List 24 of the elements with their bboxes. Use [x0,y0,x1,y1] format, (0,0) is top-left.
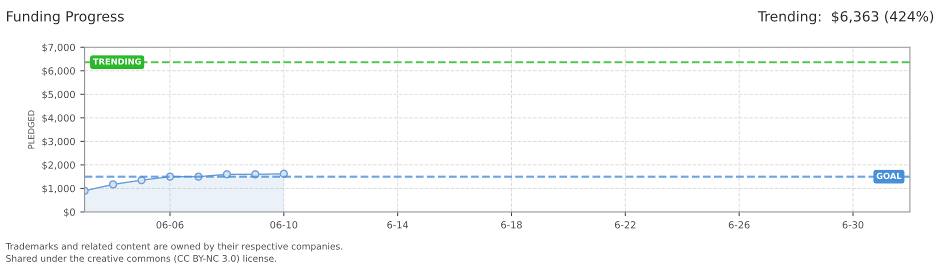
y-tick-label: $3,000 [42,138,75,146]
chart-title: Funding Progress [7,10,124,24]
x-tick-label: 6-14 [387,221,408,229]
y-tick-label: $7,000 [42,44,75,52]
x-tick-label: 06-06 [156,221,184,229]
point [137,176,146,184]
text: Shared under the creative commons (CC BY-NC 3.0) license. [6,254,276,263]
x-tick-label: 6-30 [842,221,864,229]
x-tick-label: 6-26 [728,221,750,229]
y-tick-label: $0 [64,208,75,218]
point [108,180,118,189]
ref-line-label: TRENDING [92,58,141,65]
x-tick-label: 6-18 [501,221,522,229]
x-tick-label: 06-10 [270,221,298,229]
y-tick-label: $6,000 [42,67,75,76]
y-tick-label: $4,000 [42,114,75,123]
chart-subtitle: Trending: $6,363 (424%) [758,10,934,24]
y-tick-label: $1,000 [42,184,75,194]
ref-line-label: GOAL [876,172,902,180]
text: Trademarks and related content are owned by their respective companies. [6,242,342,252]
x-tick-label: 6-22 [614,221,636,229]
y-axis-title: PLEDGED [28,110,34,149]
y-tick-label: $5,000 [42,90,75,100]
y-tick-label: $2,000 [42,161,75,170]
